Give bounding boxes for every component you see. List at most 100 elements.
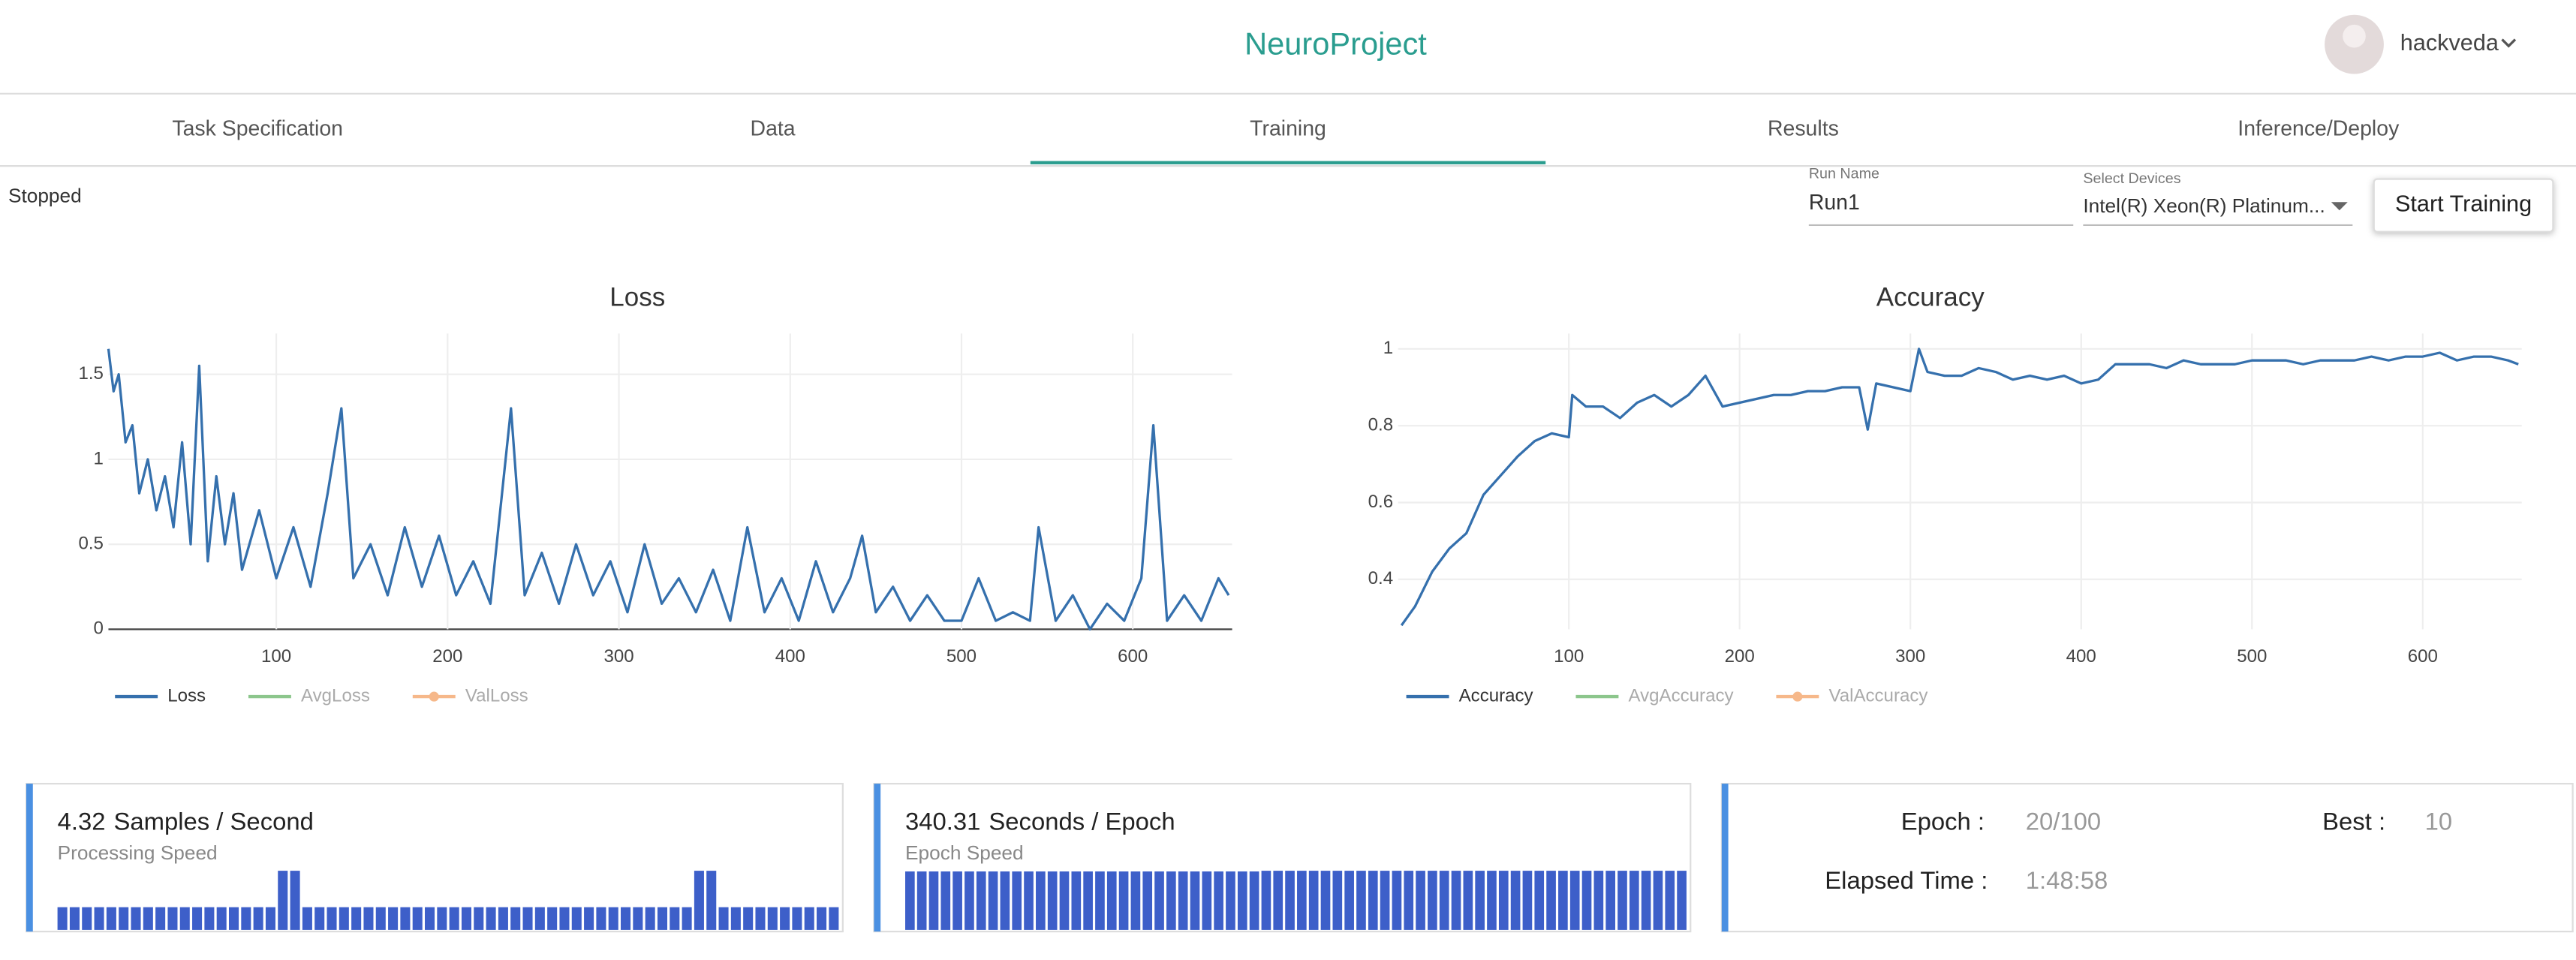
stat-label: Best : bbox=[2322, 807, 2385, 835]
legend-label[interactable]: AvgAccuracy bbox=[1629, 685, 1734, 706]
bar bbox=[388, 907, 399, 930]
bar bbox=[82, 907, 92, 930]
bar bbox=[682, 907, 692, 930]
bar bbox=[131, 907, 141, 930]
bar bbox=[547, 907, 558, 930]
bar bbox=[596, 907, 606, 930]
card-unit: Samples / Second bbox=[113, 807, 313, 835]
x-tick-label: 100 bbox=[261, 646, 291, 667]
bar bbox=[1297, 871, 1307, 930]
bar bbox=[730, 907, 741, 930]
stat-value: 1:48:58 bbox=[2026, 866, 2108, 894]
bar bbox=[706, 871, 717, 930]
card-value: 4.32 bbox=[58, 807, 106, 835]
bar bbox=[1593, 871, 1604, 930]
bar bbox=[621, 907, 631, 930]
devices-select[interactable]: Intel(R) Xeon(R) Platinum... bbox=[2083, 194, 2325, 217]
bar bbox=[1356, 871, 1366, 930]
bar bbox=[1285, 871, 1295, 930]
bar bbox=[228, 907, 239, 930]
bar bbox=[375, 907, 386, 930]
bar bbox=[633, 907, 643, 930]
user-name[interactable]: hackveda bbox=[2400, 30, 2499, 56]
bar bbox=[988, 871, 998, 930]
bar bbox=[780, 907, 790, 930]
card-caption: Processing Speed bbox=[58, 841, 218, 864]
bar bbox=[1569, 871, 1580, 930]
bar bbox=[1261, 871, 1271, 930]
stats-card: Epoch : 20/100 Best : 10 Elapsed Time : … bbox=[1720, 783, 2574, 933]
bar bbox=[1344, 871, 1354, 930]
bar bbox=[804, 907, 814, 930]
bar bbox=[192, 907, 203, 930]
chart-title: Accuracy bbox=[1876, 283, 1985, 312]
bar bbox=[1629, 871, 1639, 930]
bar bbox=[1487, 871, 1497, 930]
user-menu-chevron[interactable] bbox=[2501, 38, 2517, 48]
card-frame bbox=[1720, 783, 2574, 933]
y-tick-label: 0.6 bbox=[1368, 492, 1393, 512]
bar bbox=[1190, 871, 1200, 930]
x-tick-label: 400 bbox=[2066, 646, 2096, 667]
bar bbox=[179, 907, 190, 930]
active-tab-indicator bbox=[1030, 161, 1546, 164]
bar bbox=[1118, 871, 1129, 930]
run-name-input[interactable]: Run1 bbox=[1809, 191, 1860, 215]
bar bbox=[1404, 871, 1414, 930]
y-tick-label: 0.5 bbox=[78, 533, 103, 553]
bar bbox=[1475, 871, 1485, 930]
x-tick-label: 100 bbox=[1554, 646, 1584, 667]
bar bbox=[437, 907, 447, 930]
tab[interactable]: Data bbox=[751, 116, 796, 140]
tab[interactable]: Training bbox=[1250, 116, 1326, 140]
bar bbox=[817, 907, 827, 930]
bar bbox=[1581, 871, 1592, 930]
bar bbox=[559, 907, 570, 930]
avatar-head bbox=[2343, 24, 2366, 48]
bar bbox=[351, 907, 362, 930]
bar bbox=[1202, 871, 1212, 930]
bar bbox=[1059, 871, 1070, 930]
bar bbox=[94, 907, 104, 930]
x-tick-label: 300 bbox=[603, 646, 633, 667]
legend-label[interactable]: Accuracy bbox=[1459, 685, 1533, 706]
legend-marker bbox=[1792, 691, 1803, 702]
bar bbox=[1036, 871, 1046, 930]
x-tick-label: 300 bbox=[1895, 646, 1925, 667]
bar bbox=[1106, 871, 1117, 930]
start-button[interactable] bbox=[2373, 178, 2554, 233]
card-heading: 4.32 Samples / Second bbox=[58, 807, 314, 835]
bar bbox=[1558, 871, 1568, 930]
tab[interactable]: Task Specification bbox=[172, 116, 343, 140]
bar bbox=[302, 907, 312, 930]
bar bbox=[449, 907, 459, 930]
bar bbox=[916, 871, 927, 930]
start-button-label[interactable]: Start Training bbox=[2395, 191, 2532, 217]
card-accent bbox=[26, 784, 33, 932]
bar bbox=[1024, 871, 1034, 930]
bar bbox=[1178, 871, 1188, 930]
legend-label[interactable]: AvgLoss bbox=[301, 685, 370, 706]
tab[interactable]: Inference/Deploy bbox=[2237, 116, 2400, 140]
bar bbox=[167, 907, 178, 930]
bar bbox=[1428, 871, 1437, 930]
bar bbox=[1273, 871, 1283, 930]
legend-label[interactable]: Loss bbox=[167, 685, 206, 706]
bar bbox=[253, 907, 263, 930]
bar bbox=[1320, 871, 1331, 930]
devices-arrow[interactable] bbox=[2331, 202, 2348, 211]
bar bbox=[964, 871, 974, 930]
tab[interactable]: Results bbox=[1768, 116, 1839, 140]
bar bbox=[1166, 871, 1176, 930]
legend-label[interactable]: ValLoss bbox=[465, 685, 528, 706]
card-accent bbox=[1721, 784, 1729, 932]
bar bbox=[905, 871, 915, 930]
bar bbox=[498, 907, 508, 930]
bar bbox=[1439, 871, 1449, 930]
bar bbox=[571, 907, 582, 930]
legend-label[interactable]: ValAccuracy bbox=[1828, 685, 1927, 706]
bar bbox=[952, 871, 962, 930]
bar bbox=[1047, 871, 1058, 930]
x-tick-label: 600 bbox=[1118, 646, 1148, 667]
bar bbox=[1130, 871, 1141, 930]
